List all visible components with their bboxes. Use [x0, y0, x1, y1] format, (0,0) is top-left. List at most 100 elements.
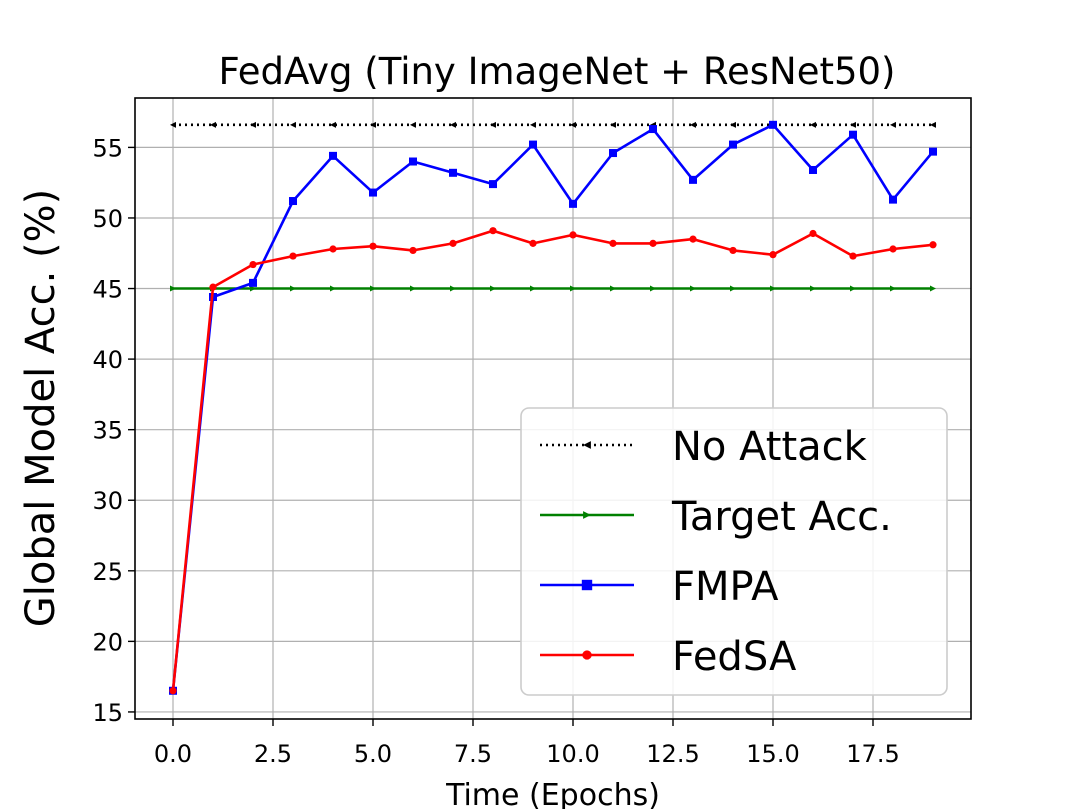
point-fedsa-10 — [569, 231, 577, 239]
point-fmpa-12 — [649, 125, 657, 134]
point-no-attack-8 — [490, 121, 496, 128]
point-target-acc-2 — [250, 285, 256, 292]
point-fmpa-2 — [249, 278, 257, 287]
y-tick-label-8: 55 — [92, 134, 123, 162]
point-fedsa-17 — [849, 252, 857, 260]
legend-item-target-acc: Target Acc. — [540, 494, 892, 540]
y-axis-label: Global Model Acc. (%) — [18, 189, 64, 627]
point-target-acc-9 — [530, 285, 536, 292]
legend: No Attack Target Acc. FMPA FedSA — [520, 407, 948, 696]
point-no-attack-14 — [730, 121, 736, 128]
point-fedsa-13 — [689, 235, 697, 243]
legend-marker-fmpa — [581, 579, 593, 591]
x-tick-label-2: 5.0 — [354, 740, 392, 768]
point-target-acc-7 — [450, 285, 456, 292]
point-no-attack-18 — [890, 121, 896, 128]
point-fedsa-14 — [729, 246, 737, 255]
point-no-attack-3 — [290, 121, 296, 128]
point-fedsa-7 — [449, 239, 457, 247]
point-fmpa-6 — [409, 157, 417, 166]
x-tick-label-4: 10.0 — [546, 740, 599, 768]
y-tick-label-7: 50 — [92, 205, 123, 233]
point-no-attack-10 — [570, 121, 576, 128]
point-fedsa-1 — [209, 283, 217, 291]
point-no-attack-16 — [810, 121, 816, 128]
y-tick-label-0: 15 — [92, 699, 123, 727]
point-fedsa-8 — [489, 227, 497, 235]
point-fmpa-9 — [529, 140, 537, 149]
y-tick-label-2: 25 — [92, 558, 123, 586]
point-no-attack-1 — [210, 121, 216, 128]
point-fedsa-2 — [249, 260, 257, 269]
point-fmpa-10 — [569, 199, 577, 208]
point-fmpa-4 — [329, 151, 337, 160]
point-fedsa-0 — [169, 687, 177, 695]
point-fmpa-18 — [889, 195, 897, 204]
point-no-attack-7 — [450, 121, 456, 128]
legend-marker-target-acc — [583, 511, 591, 519]
point-fedsa-6 — [409, 246, 417, 255]
point-target-acc-13 — [690, 285, 696, 292]
legend-item-no-attack: No Attack — [540, 424, 868, 470]
plot-frame — [134, 97, 972, 720]
series-no-attack — [170, 121, 936, 128]
point-target-acc-15 — [770, 285, 776, 292]
point-no-attack-19 — [930, 121, 936, 128]
x-tick-label-7: 17.5 — [846, 740, 899, 768]
series-target-acc — [170, 285, 936, 292]
y-tick-label-3: 30 — [92, 487, 123, 515]
x-tick-label-0: 0.0 — [154, 740, 192, 768]
point-fmpa-19 — [929, 147, 937, 156]
x-tick-label-3: 7.5 — [454, 740, 492, 768]
point-target-acc-12 — [650, 285, 656, 292]
x-tick-label-6: 15.0 — [746, 740, 799, 768]
point-fmpa-15 — [769, 120, 777, 129]
legend-label-fedsa: FedSA — [672, 634, 797, 680]
point-no-attack-9 — [530, 121, 536, 128]
point-fmpa-3 — [289, 197, 297, 206]
point-fmpa-7 — [449, 168, 457, 177]
y-tick-label-4: 35 — [92, 417, 123, 445]
point-fedsa-18 — [889, 245, 897, 253]
point-no-attack-17 — [850, 121, 856, 128]
point-no-attack-6 — [410, 121, 416, 128]
point-fedsa-3 — [289, 252, 297, 260]
point-no-attack-11 — [610, 121, 616, 128]
point-fedsa-16 — [809, 229, 817, 238]
point-target-acc-8 — [490, 285, 496, 292]
point-fedsa-9 — [529, 239, 537, 247]
series-layer — [169, 120, 937, 695]
point-fedsa-15 — [769, 251, 777, 259]
point-fmpa-8 — [489, 180, 497, 189]
point-no-attack-0 — [170, 121, 176, 128]
series-line-fedsa — [171, 229, 934, 691]
x-axis-label: Time (Epochs) — [445, 778, 660, 809]
legend-marker-no-attack — [583, 441, 591, 449]
point-no-attack-13 — [690, 121, 696, 128]
point-target-acc-4 — [330, 285, 336, 292]
point-target-acc-0 — [170, 285, 176, 292]
point-target-acc-5 — [370, 285, 376, 292]
ticks: 0.0 2.5 5.0 7.5 10.0 12.5 15.0 17.5 15 20 25 30 35 40… — [92, 134, 899, 768]
point-target-acc-6 — [410, 285, 416, 292]
legend-label-no-attack: No Attack — [672, 424, 868, 470]
point-target-acc-11 — [610, 285, 616, 292]
legend-label-target-acc: Target Acc. — [671, 494, 892, 540]
point-target-acc-17 — [850, 285, 856, 292]
legend-item-fmpa: FMPA — [540, 564, 779, 610]
point-target-acc-19 — [930, 285, 936, 292]
point-fmpa-16 — [809, 165, 817, 174]
series-fedsa — [169, 227, 937, 695]
x-tick-label-1: 2.5 — [254, 740, 292, 768]
point-target-acc-14 — [730, 285, 736, 292]
point-fmpa-11 — [609, 149, 617, 158]
point-no-attack-4 — [330, 121, 336, 128]
point-fedsa-4 — [329, 245, 337, 253]
point-no-attack-5 — [370, 121, 376, 128]
y-tick-label-6: 45 — [92, 276, 123, 304]
legend-box — [520, 407, 948, 696]
point-fedsa-19 — [929, 241, 937, 249]
point-target-acc-18 — [890, 285, 896, 292]
legend-item-fedsa: FedSA — [540, 634, 797, 680]
